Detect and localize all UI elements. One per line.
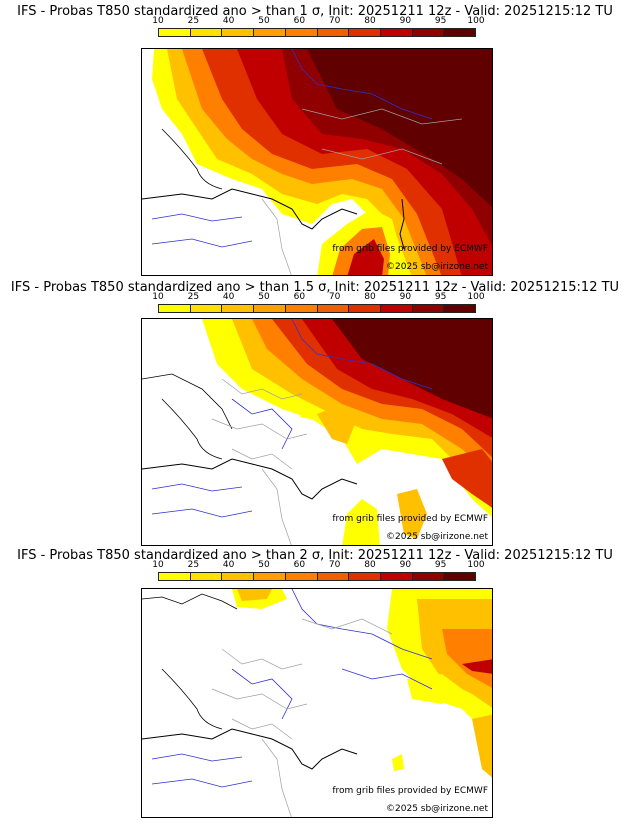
legend-label: 90 [399, 292, 412, 302]
credit-source: from grib files provided by ECMWF [332, 244, 488, 254]
panel-3: IFS - Probas T850 standardized ano > tha… [0, 540, 630, 818]
panel-title: IFS - Probas T850 standardized ano > tha… [10, 280, 620, 295]
legend-label: 70 [328, 16, 341, 26]
color-legend: 10 25 40 50 60 70 80 90 95 100 [152, 292, 485, 320]
legend-label: 25 [187, 16, 200, 26]
legend-bar [158, 28, 476, 37]
legend-label: 95 [434, 16, 447, 26]
legend-swatch [285, 29, 318, 36]
probability-map-2: from grib files provided by ECMWF ©2025 … [141, 318, 493, 546]
legend-label: 70 [328, 560, 341, 570]
legend-label: 80 [364, 292, 376, 302]
legend-swatch [190, 29, 223, 36]
legend-swatch [254, 573, 286, 580]
legend-label: 50 [258, 16, 270, 26]
panel-title: IFS - Probas T850 standardized ano > tha… [17, 4, 613, 19]
legend-label: 100 [467, 292, 485, 302]
legend-label: 90 [399, 16, 412, 26]
color-legend: 10 25 40 50 60 70 80 90 95 100 [152, 16, 485, 44]
legend-swatch [317, 305, 350, 312]
legend-swatch [159, 573, 191, 580]
legend-swatch [190, 573, 223, 580]
legend-label: 50 [258, 292, 270, 302]
credit-copyright: ©2025 sb@irizone.net [386, 262, 488, 272]
legend-swatch [444, 305, 476, 312]
legend-label: 60 [293, 292, 306, 302]
legend-labels: 10 25 40 50 60 70 80 90 95 100 [152, 16, 484, 28]
legend-swatch [380, 573, 413, 580]
legend-bar [158, 572, 476, 581]
credit-copyright: ©2025 sb@irizone.net [386, 532, 488, 542]
legend-swatch [254, 305, 286, 312]
legend-swatch [380, 29, 413, 36]
legend-label: 10 [152, 292, 164, 302]
color-legend: 10 25 40 50 60 70 80 90 95 100 [152, 560, 485, 588]
probability-map-3: from grib files provided by ECMWF ©2025 … [141, 588, 493, 818]
legend-swatch [222, 305, 255, 312]
legend-labels: 10 25 40 50 60 70 80 90 95 100 [152, 560, 484, 572]
legend-label: 90 [399, 560, 412, 570]
legend-label: 80 [364, 560, 376, 570]
legend-swatch [349, 305, 381, 312]
legend-swatch [444, 29, 476, 36]
legend-label: 50 [258, 560, 270, 570]
legend-label: 100 [467, 16, 485, 26]
legend-labels: 10 25 40 50 60 70 80 90 95 100 [152, 292, 484, 304]
legend-label: 10 [152, 16, 164, 26]
legend-swatch [190, 305, 223, 312]
legend-label: 70 [328, 292, 341, 302]
legend-swatch [317, 573, 350, 580]
legend-label: 95 [434, 292, 447, 302]
legend-bar [158, 304, 476, 313]
legend-swatch [412, 29, 445, 36]
credit-source: from grib files provided by ECMWF [332, 786, 488, 796]
panel-2: IFS - Probas T850 standardized ano > tha… [0, 270, 630, 546]
legend-swatch [412, 573, 445, 580]
panel-1: IFS - Probas T850 standardized ano > tha… [0, 0, 630, 276]
legend-label: 60 [293, 560, 306, 570]
legend-swatch [222, 29, 255, 36]
legend-label: 25 [187, 292, 200, 302]
panel-title: IFS - Probas T850 standardized ano > tha… [17, 548, 613, 563]
legend-swatch [254, 29, 286, 36]
legend-label: 40 [222, 560, 235, 570]
legend-swatch [222, 573, 255, 580]
legend-swatch [380, 305, 413, 312]
legend-label: 60 [293, 16, 306, 26]
legend-label: 40 [222, 16, 235, 26]
legend-label: 100 [467, 560, 485, 570]
legend-label: 10 [152, 560, 164, 570]
legend-swatch [349, 29, 381, 36]
legend-swatch [285, 573, 318, 580]
credit-source: from grib files provided by ECMWF [332, 514, 488, 524]
legend-label: 80 [364, 16, 376, 26]
legend-label: 25 [187, 560, 200, 570]
legend-swatch [317, 29, 350, 36]
legend-swatch [349, 573, 381, 580]
probability-map-1: from grib files provided by ECMWF ©2025 … [141, 48, 493, 276]
legend-swatch [444, 573, 476, 580]
legend-label: 40 [222, 292, 235, 302]
legend-swatch [159, 305, 191, 312]
legend-swatch [159, 29, 191, 36]
credit-copyright: ©2025 sb@irizone.net [386, 804, 488, 814]
legend-swatch [412, 305, 445, 312]
legend-label: 95 [434, 560, 447, 570]
legend-swatch [285, 305, 318, 312]
